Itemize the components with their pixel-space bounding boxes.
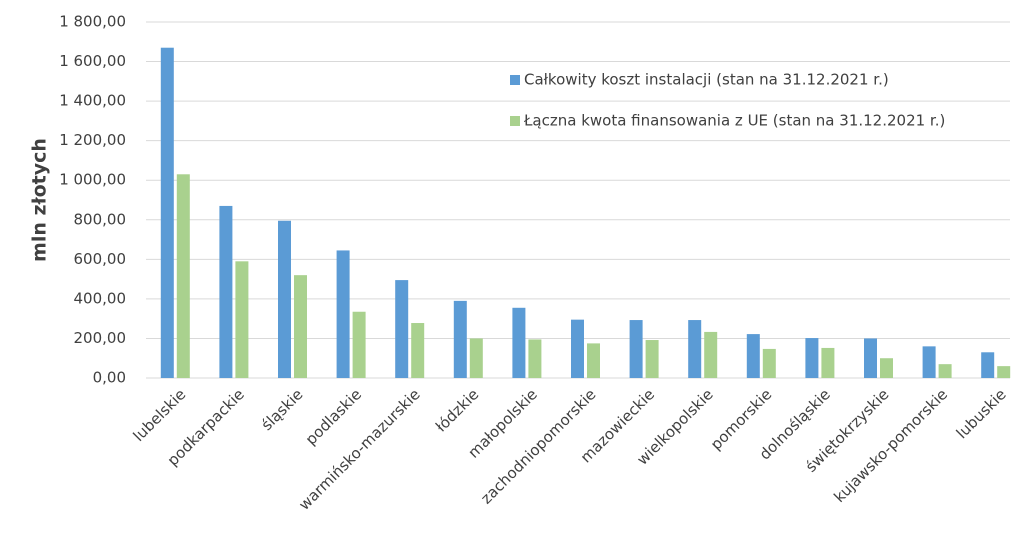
- y-axis-title: mln złotych: [29, 138, 51, 262]
- x-tick-label: łódzkie: [432, 385, 482, 435]
- bar: [294, 275, 307, 378]
- x-tick-label: podlaskie: [302, 385, 365, 448]
- bar: [997, 366, 1011, 378]
- bar: [880, 358, 893, 378]
- legend-label: Łączna kwota finansowania z UE (stan na …: [523, 112, 945, 130]
- bar: [219, 205, 233, 378]
- bar: [864, 338, 877, 378]
- bar: [746, 334, 760, 378]
- legend-swatch: [510, 116, 520, 126]
- x-tick-label: kujawsko-pomorskie: [830, 385, 951, 506]
- bar: [512, 307, 526, 378]
- y-tick-label: 0,00: [93, 369, 126, 387]
- bar: [688, 320, 702, 378]
- x-tick-label: zachodniopomorskie: [477, 385, 599, 507]
- y-tick-label: 600,00: [74, 250, 127, 268]
- legend-swatch: [510, 75, 520, 85]
- bar: [528, 339, 542, 378]
- y-tick-label: 1 800,00: [59, 13, 126, 31]
- bar: [160, 47, 174, 378]
- y-tick-label: 400,00: [74, 289, 127, 307]
- y-tick-label: 200,00: [74, 329, 127, 347]
- y-tick-label: 1 200,00: [59, 131, 126, 149]
- y-tick-label: 800,00: [74, 210, 127, 228]
- bar: [704, 331, 718, 378]
- bar: [235, 261, 249, 378]
- x-tick-label: śląskie: [258, 385, 307, 434]
- bar: [278, 220, 291, 378]
- y-tick-label: 1 000,00: [59, 171, 126, 189]
- bar: [176, 174, 190, 378]
- bar: [352, 311, 366, 378]
- bar: [645, 340, 659, 378]
- y-tick-label: 1 600,00: [59, 52, 126, 70]
- bar: [411, 323, 425, 378]
- bar: [805, 338, 819, 378]
- x-tick-label: warmińsko-mazurskie: [295, 385, 424, 514]
- y-tick-label: 1 400,00: [59, 92, 126, 110]
- bar: [981, 352, 995, 378]
- legend-label: Całkowity koszt instalacji (stan na 31.1…: [524, 71, 889, 89]
- bar: [587, 343, 600, 378]
- bar: [395, 280, 409, 378]
- x-tick-label: lubelskie: [130, 385, 190, 445]
- bar: [629, 320, 643, 378]
- bar: [922, 346, 936, 378]
- bar: [469, 338, 483, 378]
- x-tick-label: lubuskie: [953, 385, 1010, 442]
- bar: [453, 300, 467, 378]
- bar: [938, 364, 952, 378]
- bar: [336, 250, 350, 378]
- bar: [821, 347, 835, 378]
- bar: [762, 348, 776, 378]
- bar: [571, 319, 584, 378]
